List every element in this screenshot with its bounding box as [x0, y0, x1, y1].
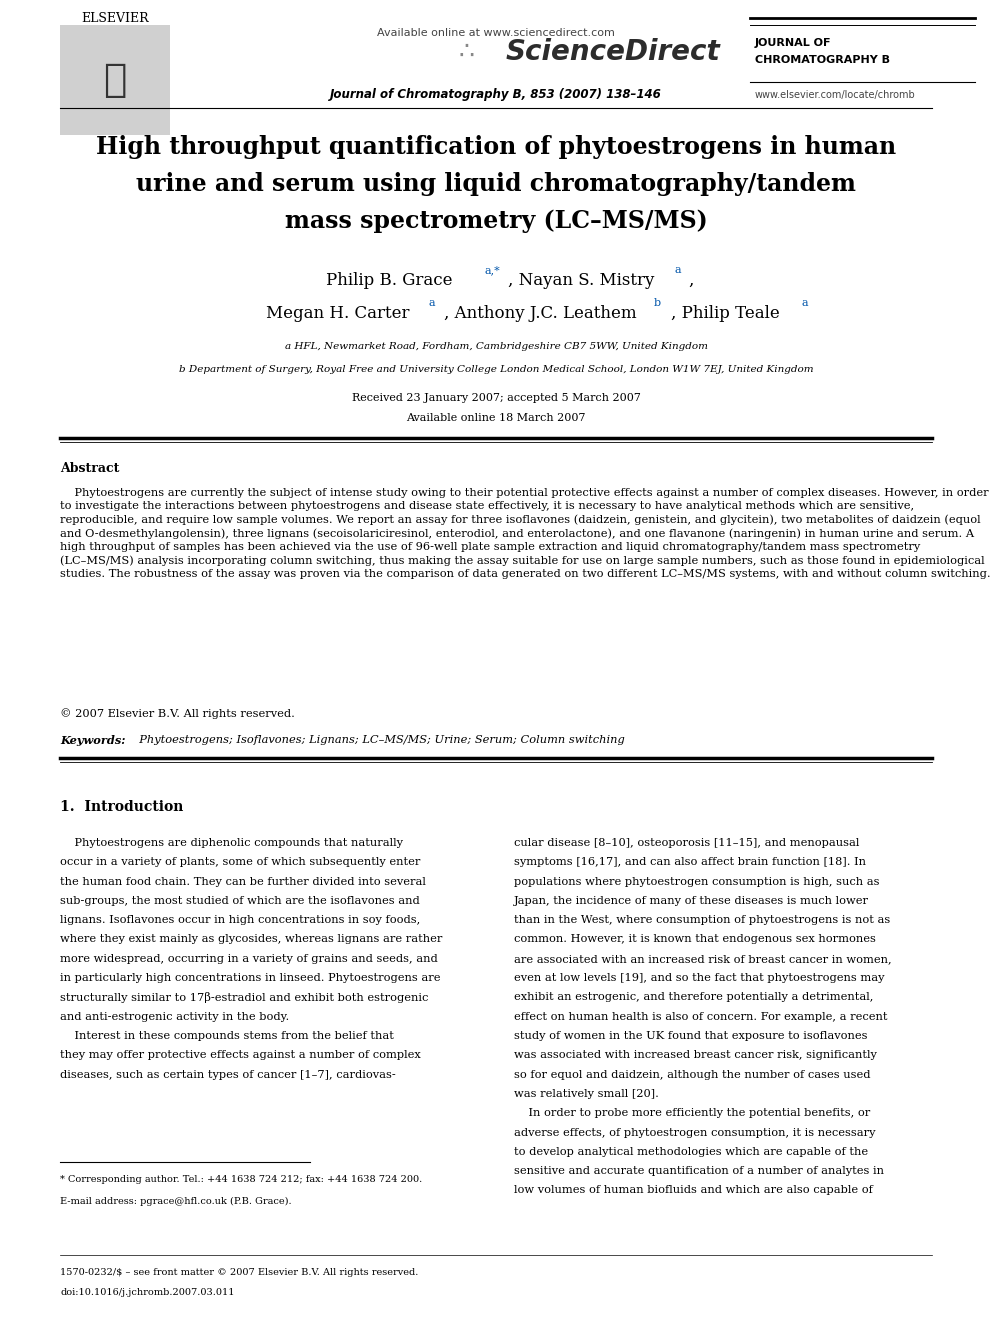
- Text: , Nayan S. Mistry: , Nayan S. Mistry: [508, 273, 655, 288]
- Text: ∴: ∴: [458, 40, 474, 64]
- Text: * Corresponding author. Tel.: +44 1638 724 212; fax: +44 1638 724 200.: * Corresponding author. Tel.: +44 1638 7…: [60, 1175, 423, 1184]
- Text: Japan, the incidence of many of these diseases is much lower: Japan, the incidence of many of these di…: [514, 896, 869, 906]
- Text: than in the West, where consumption of phytoestrogens is not as: than in the West, where consumption of p…: [514, 916, 890, 925]
- Text: sub-groups, the most studied of which are the isoflavones and: sub-groups, the most studied of which ar…: [60, 896, 420, 906]
- Text: CHROMATOGRAPHY B: CHROMATOGRAPHY B: [755, 56, 890, 65]
- Text: effect on human health is also of concern. For example, a recent: effect on human health is also of concer…: [514, 1012, 887, 1021]
- Text: even at low levels [19], and so the fact that phytoestrogens may: even at low levels [19], and so the fact…: [514, 974, 884, 983]
- Text: in particularly high concentrations in linseed. Phytoestrogens are: in particularly high concentrations in l…: [60, 974, 440, 983]
- Text: Phytoestrogens are diphenolic compounds that naturally: Phytoestrogens are diphenolic compounds …: [60, 837, 403, 848]
- Text: was relatively small [20].: was relatively small [20].: [514, 1089, 659, 1099]
- Text: a HFL, Newmarket Road, Fordham, Cambridgeshire CB7 5WW, United Kingdom: a HFL, Newmarket Road, Fordham, Cambridg…: [285, 343, 707, 351]
- Text: urine and serum using liquid chromatography/tandem: urine and serum using liquid chromatogra…: [136, 172, 856, 196]
- Text: 🌳: 🌳: [103, 61, 127, 99]
- Text: In order to probe more efficiently the potential benefits, or: In order to probe more efficiently the p…: [514, 1109, 870, 1118]
- Text: exhibit an estrogenic, and therefore potentially a detrimental,: exhibit an estrogenic, and therefore pot…: [514, 992, 873, 1003]
- Text: lignans. Isoflavones occur in high concentrations in soy foods,: lignans. Isoflavones occur in high conce…: [60, 916, 421, 925]
- Text: JOURNAL OF: JOURNAL OF: [755, 38, 831, 48]
- Text: a: a: [801, 298, 807, 308]
- Text: symptoms [16,17], and can also affect brain function [18]. In: symptoms [16,17], and can also affect br…: [514, 857, 865, 868]
- Text: adverse effects, of phytoestrogen consumption, it is necessary: adverse effects, of phytoestrogen consum…: [514, 1127, 875, 1138]
- Text: ELSEVIER: ELSEVIER: [81, 12, 149, 25]
- Text: © 2007 Elsevier B.V. All rights reserved.: © 2007 Elsevier B.V. All rights reserved…: [60, 708, 295, 718]
- Text: occur in a variety of plants, some of which subsequently enter: occur in a variety of plants, some of wh…: [60, 857, 421, 868]
- Text: sensitive and accurate quantification of a number of analytes in: sensitive and accurate quantification of…: [514, 1166, 884, 1176]
- Text: High throughput quantification of phytoestrogens in human: High throughput quantification of phytoe…: [96, 135, 896, 159]
- Text: Phytoestrogens; Isoflavones; Lignans; LC–MS/MS; Urine; Serum; Column switching: Phytoestrogens; Isoflavones; Lignans; LC…: [132, 736, 625, 745]
- Bar: [60, 25, 170, 135]
- Text: ,: ,: [688, 273, 693, 288]
- Text: to develop analytical methodologies which are capable of the: to develop analytical methodologies whic…: [514, 1147, 868, 1156]
- Text: 1570-0232/$ – see front matter © 2007 Elsevier B.V. All rights reserved.: 1570-0232/$ – see front matter © 2007 El…: [60, 1267, 419, 1277]
- Text: are associated with an increased risk of breast cancer in women,: are associated with an increased risk of…: [514, 954, 891, 963]
- Text: b: b: [654, 298, 661, 308]
- Text: b Department of Surgery, Royal Free and University College London Medical School: b Department of Surgery, Royal Free and …: [179, 365, 813, 374]
- Text: , Philip Teale: , Philip Teale: [671, 306, 780, 321]
- Text: was associated with increased breast cancer risk, significantly: was associated with increased breast can…: [514, 1050, 876, 1060]
- Text: doi:10.1016/j.jchromb.2007.03.011: doi:10.1016/j.jchromb.2007.03.011: [60, 1289, 234, 1297]
- Text: where they exist mainly as glycosides, whereas lignans are rather: where they exist mainly as glycosides, w…: [60, 934, 442, 945]
- Text: , Anthony J.C. Leathem: , Anthony J.C. Leathem: [444, 306, 637, 321]
- Text: Received 23 January 2007; accepted 5 March 2007: Received 23 January 2007; accepted 5 Mar…: [351, 393, 641, 404]
- Text: 1.  Introduction: 1. Introduction: [60, 800, 184, 814]
- Text: common. However, it is known that endogenous sex hormones: common. However, it is known that endoge…: [514, 934, 875, 945]
- Text: they may offer protective effects against a number of complex: they may offer protective effects agains…: [60, 1050, 421, 1060]
- Text: populations where phytoestrogen consumption is high, such as: populations where phytoestrogen consumpt…: [514, 877, 879, 886]
- Text: diseases, such as certain types of cancer [1–7], cardiovas-: diseases, such as certain types of cance…: [60, 1069, 396, 1080]
- Text: a,*: a,*: [484, 265, 500, 275]
- Text: a: a: [674, 265, 681, 275]
- Text: Interest in these compounds stems from the belief that: Interest in these compounds stems from t…: [60, 1031, 394, 1041]
- Text: Phytoestrogens are currently the subject of intense study owing to their potenti: Phytoestrogens are currently the subject…: [60, 488, 991, 578]
- Text: mass spectrometry (LC–MS/MS): mass spectrometry (LC–MS/MS): [285, 209, 707, 233]
- Text: Abstract: Abstract: [60, 462, 119, 475]
- Text: Philip B. Grace: Philip B. Grace: [326, 273, 452, 288]
- Text: Available online at www.sciencedirect.com: Available online at www.sciencedirect.co…: [377, 28, 615, 38]
- Text: E-mail address: pgrace@hfl.co.uk (P.B. Grace).: E-mail address: pgrace@hfl.co.uk (P.B. G…: [60, 1197, 292, 1207]
- Text: Available online 18 March 2007: Available online 18 March 2007: [407, 413, 585, 423]
- Text: study of women in the UK found that exposure to isoflavones: study of women in the UK found that expo…: [514, 1031, 867, 1041]
- Text: so for equol and daidzein, although the number of cases used: so for equol and daidzein, although the …: [514, 1069, 870, 1080]
- Text: ScienceDirect: ScienceDirect: [506, 38, 721, 66]
- Text: Journal of Chromatography B, 853 (2007) 138–146: Journal of Chromatography B, 853 (2007) …: [330, 89, 662, 101]
- Text: low volumes of human biofluids and which are also capable of: low volumes of human biofluids and which…: [514, 1185, 872, 1196]
- Text: and anti-estrogenic activity in the body.: and anti-estrogenic activity in the body…: [60, 1012, 290, 1021]
- Text: a: a: [428, 298, 434, 308]
- Text: structurally similar to 17β-estradiol and exhibit both estrogenic: structurally similar to 17β-estradiol an…: [60, 992, 429, 1003]
- Text: cular disease [8–10], osteoporosis [11–15], and menopausal: cular disease [8–10], osteoporosis [11–1…: [514, 837, 859, 848]
- Text: the human food chain. They can be further divided into several: the human food chain. They can be furthe…: [60, 877, 426, 886]
- Text: www.elsevier.com/locate/chromb: www.elsevier.com/locate/chromb: [755, 90, 916, 101]
- Text: Keywords:: Keywords:: [60, 736, 126, 746]
- Text: Megan H. Carter: Megan H. Carter: [266, 306, 410, 321]
- Text: more widespread, occurring in a variety of grains and seeds, and: more widespread, occurring in a variety …: [60, 954, 437, 963]
